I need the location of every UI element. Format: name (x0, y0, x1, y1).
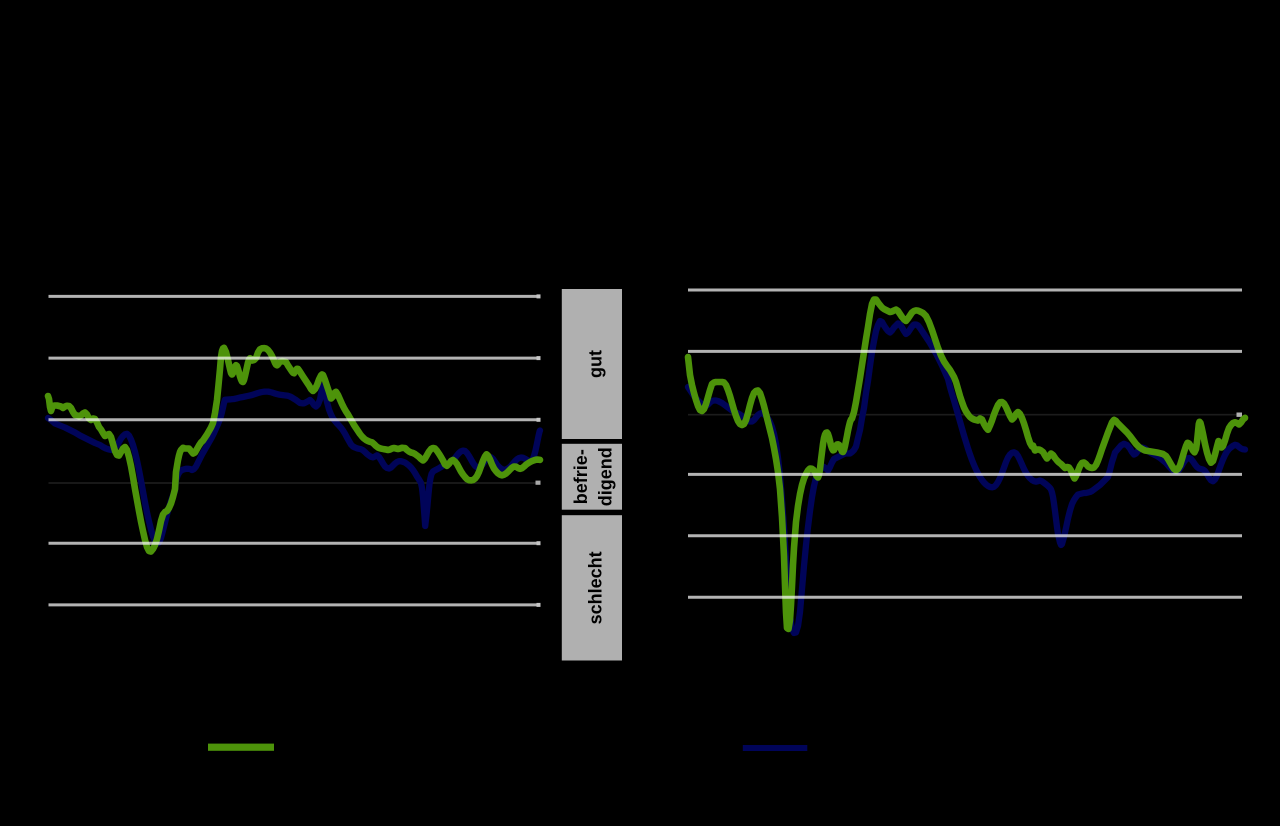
svg-text:schlecht: schlecht (586, 551, 606, 624)
svg-text:gut: gut (586, 350, 606, 378)
svg-text:befrie-: befrie- (571, 449, 591, 504)
svg-text:digend: digend (596, 447, 616, 506)
